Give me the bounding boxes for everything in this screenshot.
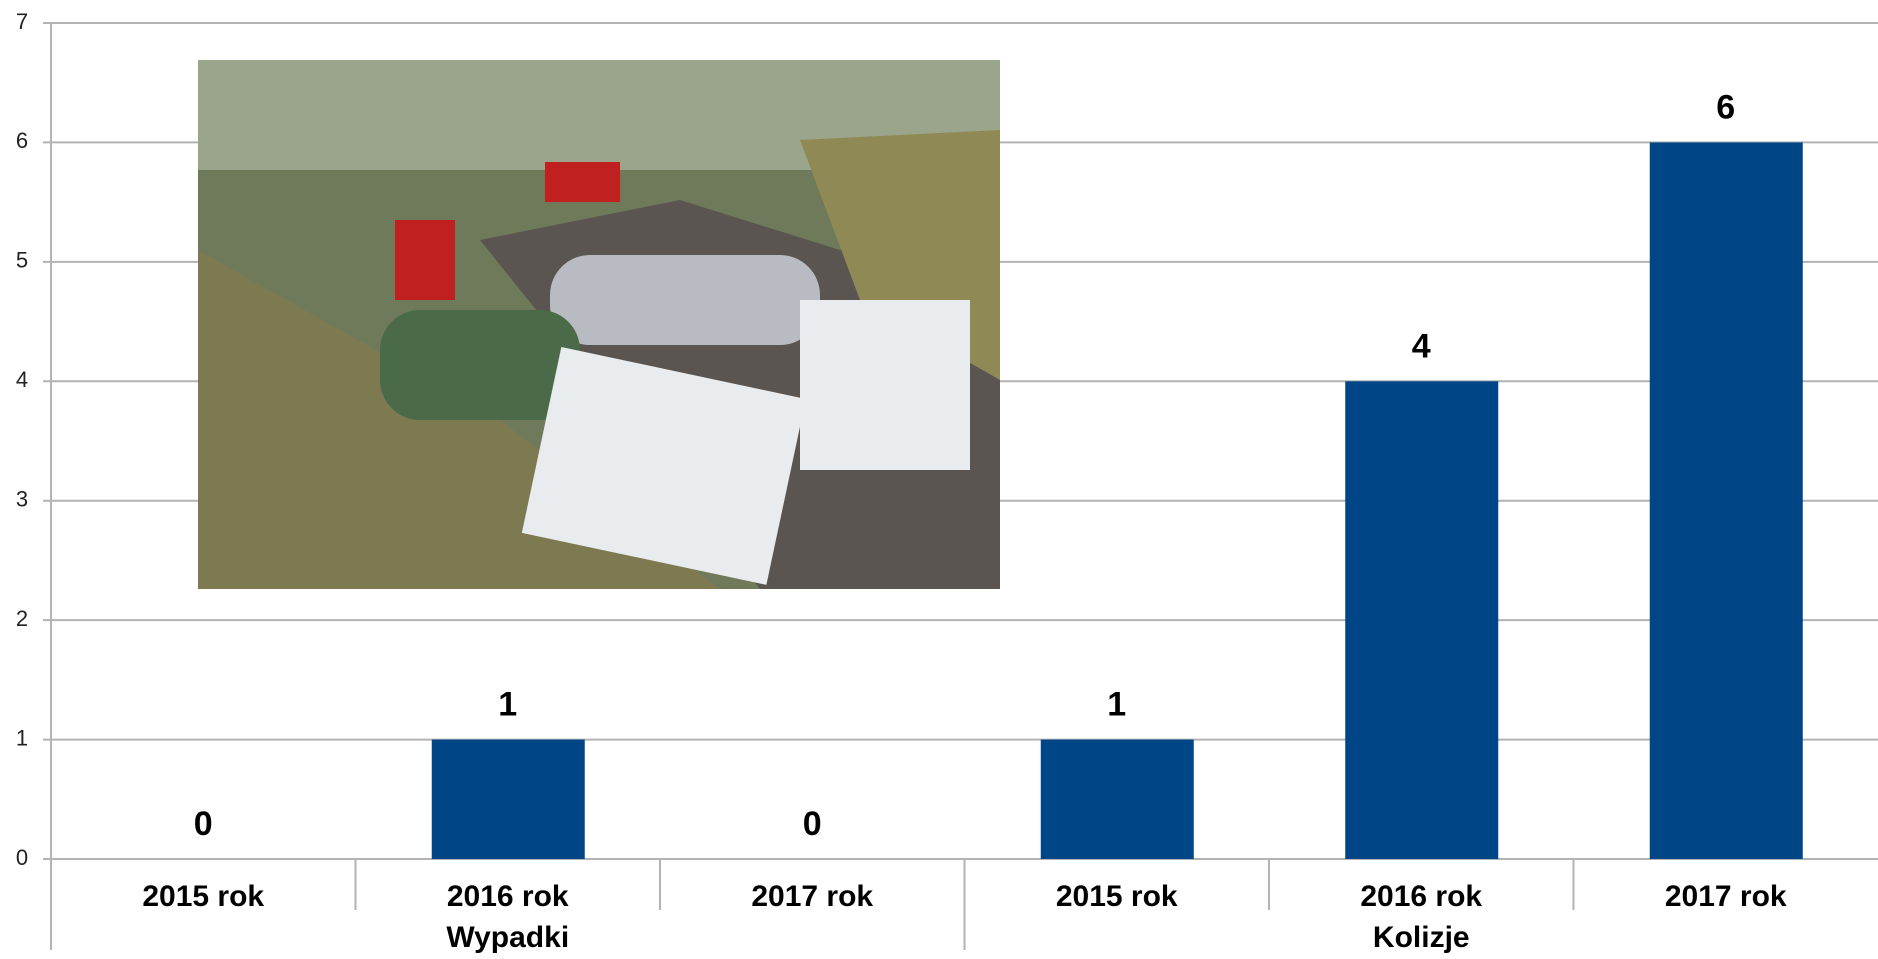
data-label: 1 (1107, 686, 1126, 724)
y-tick-label: 6 (16, 128, 28, 153)
x-tick-label: 2015 rok (1056, 880, 1178, 913)
x-tick-label: 2017 rok (1665, 880, 1787, 913)
data-label: 0 (803, 805, 822, 843)
x-tick-label: 2016 rok (1360, 880, 1482, 913)
y-tick-label: 1 (16, 725, 28, 750)
data-label: 1 (498, 686, 517, 724)
data-label: 6 (1716, 88, 1735, 126)
x-tick-label: 2015 rok (142, 880, 264, 913)
y-tick-label: 2 (16, 606, 28, 631)
x-tick-label: 2016 rok (447, 880, 569, 913)
x-tick-label: 2017 rok (751, 880, 873, 913)
bar (1040, 739, 1194, 859)
photo (198, 60, 1000, 589)
y-tick-label: 4 (16, 367, 28, 392)
bar (1649, 142, 1803, 859)
y-tick-label: 7 (16, 9, 28, 34)
bar (431, 739, 585, 859)
group-label: Kolizje (1373, 921, 1470, 954)
data-label: 4 (1412, 327, 1431, 365)
group-label: Wypadki (446, 921, 569, 954)
y-tick-label: 3 (16, 487, 28, 512)
bar (1345, 381, 1499, 859)
y-tick-label: 5 (16, 248, 28, 273)
y-tick-label: 0 (16, 845, 28, 870)
data-label: 0 (194, 805, 213, 843)
